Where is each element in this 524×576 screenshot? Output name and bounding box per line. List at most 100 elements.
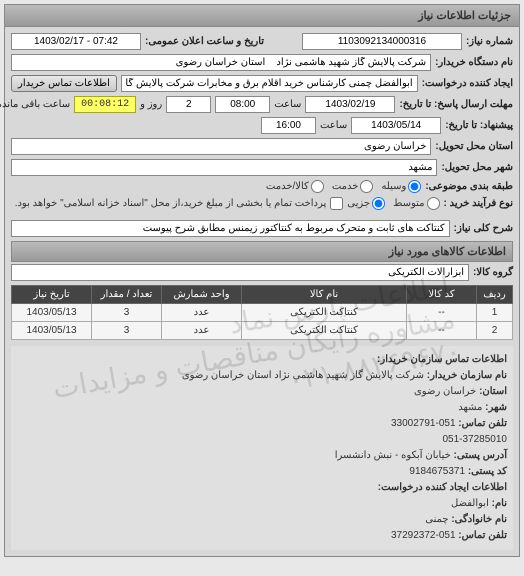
contact-value: چمنی — [425, 514, 448, 525]
grouping-radios: وسیله خدمت کالا/خدمت — [266, 180, 421, 193]
city-label: شهر محل تحویل: — [441, 162, 513, 173]
contact-row: تلفن تماس: 051-37292372 — [17, 528, 507, 544]
group-input[interactable] — [11, 264, 469, 281]
contact-info-button[interactable]: اطلاعات تماس خریدار — [11, 75, 117, 92]
contact-key: نام خانوادگی: — [449, 514, 507, 525]
summary-input[interactable] — [11, 220, 450, 237]
table-cell: 3 — [92, 322, 162, 340]
org-label: نام دستگاه خریدار: — [435, 57, 513, 68]
process-radio-1[interactable] — [372, 197, 385, 210]
grouping-radio-2[interactable] — [311, 180, 324, 193]
contact-key: اطلاعات ایجاد کننده درخواست: — [378, 482, 507, 493]
main-panel: جزئیات اطلاعات نیاز شماره نیاز: تاریخ و … — [4, 4, 520, 557]
table-cell: 3 — [92, 304, 162, 322]
requester-input[interactable] — [121, 75, 418, 92]
contact-row: شهر: مشهد — [17, 400, 507, 416]
col-date: تاریخ نیاز — [12, 286, 92, 304]
grouping-opt-2[interactable]: کالا/خدمت — [266, 180, 324, 193]
contact-value: 051-33002791 — [391, 418, 456, 429]
col-idx: ردیف — [477, 286, 513, 304]
grouping-label: طبقه بندی موضوعی: — [425, 181, 513, 192]
col-qty: تعداد / مقدار — [92, 286, 162, 304]
contact-key: شهر: — [482, 402, 507, 413]
treasury-checkbox[interactable] — [330, 197, 343, 210]
quote-time-input[interactable] — [261, 117, 316, 134]
table-cell: کنتاکت الکتریکی — [242, 304, 407, 322]
quote-date-input[interactable] — [351, 117, 441, 134]
city-input[interactable] — [11, 159, 437, 176]
province-label: استان محل تحویل: — [435, 141, 513, 152]
contact-row: نام خانوادگی: چمنی — [17, 512, 507, 528]
table-cell: -- — [407, 304, 477, 322]
col-name: نام کالا — [242, 286, 407, 304]
group-label: گروه کالا: — [473, 267, 513, 278]
col-code: کد کالا — [407, 286, 477, 304]
process-opt-1[interactable]: جزیی — [347, 197, 385, 210]
summary-label: شرح کلی نیاز: — [454, 223, 513, 234]
table-row[interactable]: 1--کنتاکت الکتریکیعدد31403/05/13 — [12, 304, 513, 322]
contact-value: خیابان آبکوه - نبش دانشسرا — [335, 450, 451, 461]
table-cell: عدد — [162, 304, 242, 322]
grouping-radio-0[interactable] — [408, 180, 421, 193]
contact-key: تلفن تماس: — [456, 530, 507, 541]
treasury-checkbox-row: پرداخت تمام یا بخشی از مبلغ خرید،از محل … — [15, 197, 344, 210]
contact-row: کد پستی: 9184675371 — [17, 464, 507, 480]
table-cell: 1403/05/13 — [12, 322, 92, 340]
goods-table: ردیف کد کالا نام کالا واحد شمارش تعداد /… — [11, 285, 513, 340]
contact-value: 051-37292372 — [391, 530, 456, 541]
contact-value: مشهد — [458, 402, 482, 413]
table-cell: 2 — [477, 322, 513, 340]
deadline-remain: ساعت باقی مانده — [0, 99, 70, 110]
process-label: نوع فرآیند خرید : — [444, 198, 513, 209]
contact-key: آدرس پستی: — [451, 450, 507, 461]
table-cell: 1403/05/13 — [12, 304, 92, 322]
contact-row: آدرس پستی: خیابان آبکوه - نبش دانشسرا — [17, 448, 507, 464]
table-cell: کنتاکت الکتریکی — [242, 322, 407, 340]
contact-header: اطلاعات تماس سازمان خریدار: — [17, 352, 507, 368]
grouping-radio-1[interactable] — [360, 180, 373, 193]
table-header-row: ردیف کد کالا نام کالا واحد شمارش تعداد /… — [12, 286, 513, 304]
contact-row: نام: ابوالفضل — [17, 496, 507, 512]
process-radios: متوسط جزیی — [347, 197, 439, 210]
table-cell: 1 — [477, 304, 513, 322]
deadline-time-input[interactable] — [215, 96, 270, 113]
announce-input[interactable] — [11, 33, 141, 50]
contact-value: 9184675371 — [409, 466, 465, 477]
contact-value: شرکت پالایش گاز شهید هاشمی نژاد استان خر… — [182, 370, 424, 381]
panel-body: شماره نیاز: تاریخ و ساعت اعلان عمومی: نا… — [5, 27, 519, 556]
contact-key: نام سازمان خریدار: — [424, 370, 507, 381]
quote-label: پیشنهاد: تا تاریخ: — [445, 120, 513, 131]
contact-block: اطلاعات تماس سازمان خریدار: نام سازمان خ… — [11, 346, 513, 550]
contact-row: نام سازمان خریدار: شرکت پالایش گاز شهید … — [17, 368, 507, 384]
process-radio-0[interactable] — [427, 197, 440, 210]
deadline-date-input[interactable] — [305, 96, 395, 113]
table-cell: -- — [407, 322, 477, 340]
contact-row: 051-37285010 — [17, 432, 507, 448]
contact-row: تلفن تماس: 051-33002791 — [17, 416, 507, 432]
contact-value: 051-37285010 — [442, 434, 507, 445]
table-row[interactable]: 2--کنتاکت الکتریکیعدد31403/05/13 — [12, 322, 513, 340]
contact-row: استان: خراسان رضوی — [17, 384, 507, 400]
province-input[interactable] — [11, 138, 431, 155]
grouping-opt-1[interactable]: خدمت — [332, 180, 374, 193]
contact-key: کد پستی: — [465, 466, 507, 477]
contact-value: خراسان رضوی — [414, 386, 476, 397]
contact-key: استان: — [476, 386, 507, 397]
number-input[interactable] — [302, 33, 462, 50]
deadline-label: مهلت ارسال پاسخ: تا تاریخ: — [399, 99, 513, 110]
deadline-days-sep: روز و — [140, 99, 162, 110]
grouping-opt-0[interactable]: وسیله — [381, 180, 421, 193]
deadline-days-input[interactable] — [166, 96, 211, 113]
contact-key: تلفن تماس: — [456, 418, 507, 429]
col-unit: واحد شمارش — [162, 286, 242, 304]
goods-section-title: اطلاعات کالاهای مورد نیاز — [11, 241, 513, 262]
announce-label: تاریخ و ساعت اعلان عمومی: — [145, 36, 264, 47]
org-input[interactable] — [11, 54, 431, 71]
table-cell: عدد — [162, 322, 242, 340]
contact-row: اطلاعات ایجاد کننده درخواست: — [17, 480, 507, 496]
quote-time-label: ساعت — [320, 120, 347, 131]
contact-key: نام: — [489, 498, 507, 509]
contact-value: ابوالفضل — [451, 498, 489, 509]
process-opt-0[interactable]: متوسط — [393, 197, 439, 210]
treasury-checkbox-label: پرداخت تمام یا بخشی از مبلغ خرید،از محل … — [15, 198, 327, 209]
